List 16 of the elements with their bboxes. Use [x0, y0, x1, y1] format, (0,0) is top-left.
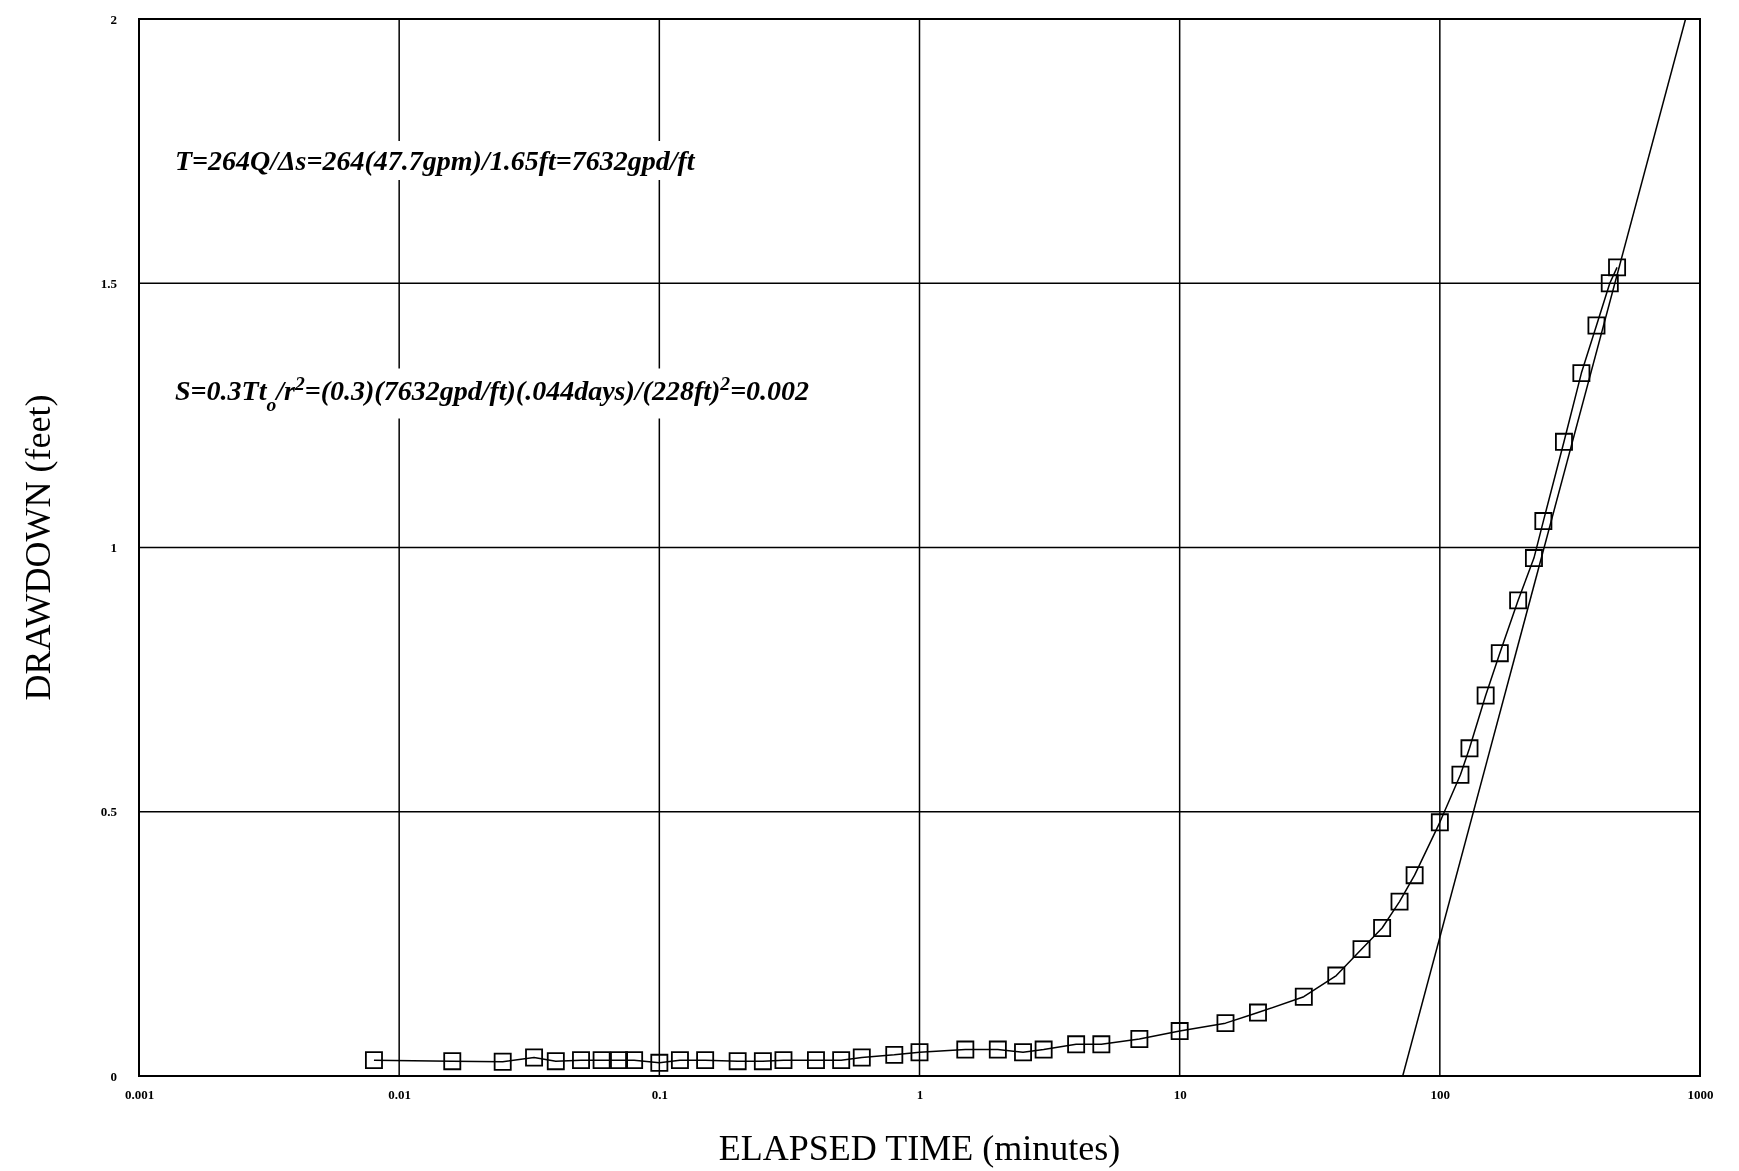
x-tick-label: 10 [1173, 1087, 1187, 1103]
y-tick-label: 0 [110, 1068, 117, 1084]
annotation: S=0.3Tt$_{o}$/r$^{2}$=(0.3)(7632gpd/ft)(.044days)/(228ft)$^{2}$=0.002 [175, 372, 810, 415]
x-tick-label: 1000 [1687, 1087, 1714, 1103]
x-axis-title: ELAPSED TIME (minutes) [718, 1128, 1121, 1168]
y-tick-label: 2 [110, 11, 117, 27]
x-tick-label: 0.1 [651, 1087, 668, 1103]
x-tick-label: 0.01 [388, 1087, 412, 1103]
x-tick-label: 0.001 [124, 1087, 155, 1103]
x-tick-label: 1 [916, 1087, 924, 1103]
y-tick-label: 0.5 [100, 804, 118, 820]
annotation: T=264Q/Δs=264(47.7gpm)/1.65ft=7632gpd/ft [175, 145, 696, 176]
y-axis-title: DRAWDOWN (feet) [18, 394, 58, 701]
x-tick-label: 100 [1430, 1087, 1451, 1103]
y-tick-label: 1.5 [100, 275, 118, 291]
y-tick-label: 1 [110, 540, 117, 556]
